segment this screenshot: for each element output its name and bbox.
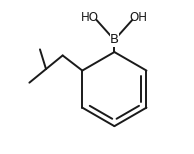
Text: OH: OH bbox=[130, 11, 148, 24]
Text: HO: HO bbox=[81, 11, 99, 24]
Text: B: B bbox=[110, 33, 119, 47]
